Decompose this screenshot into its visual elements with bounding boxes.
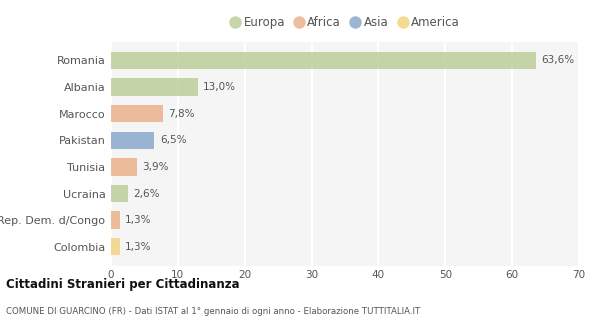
Text: 63,6%: 63,6% (542, 55, 575, 65)
Bar (111, 105, 163, 122)
Text: 6,5%: 6,5% (160, 135, 187, 145)
Text: Cittadini Stranieri per Cittadinanza: Cittadini Stranieri per Cittadinanza (6, 278, 239, 291)
Bar (111, 185, 128, 202)
Text: 2,6%: 2,6% (134, 188, 160, 198)
Text: 13,0%: 13,0% (203, 82, 236, 92)
Text: 1,3%: 1,3% (125, 242, 152, 252)
Text: COMUNE DI GUARCINO (FR) - Dati ISTAT al 1° gennaio di ogni anno - Elaborazione T: COMUNE DI GUARCINO (FR) - Dati ISTAT al … (6, 307, 420, 316)
Text: 3,9%: 3,9% (142, 162, 169, 172)
Text: 1,3%: 1,3% (125, 215, 152, 225)
Text: 7,8%: 7,8% (169, 109, 195, 119)
Legend: Europa, Africa, Asia, America: Europa, Africa, Asia, America (226, 12, 464, 34)
Bar (111, 52, 536, 69)
Bar (111, 132, 154, 149)
Bar (111, 238, 119, 255)
Bar (111, 78, 198, 96)
Bar (111, 212, 119, 229)
Bar (111, 158, 137, 176)
